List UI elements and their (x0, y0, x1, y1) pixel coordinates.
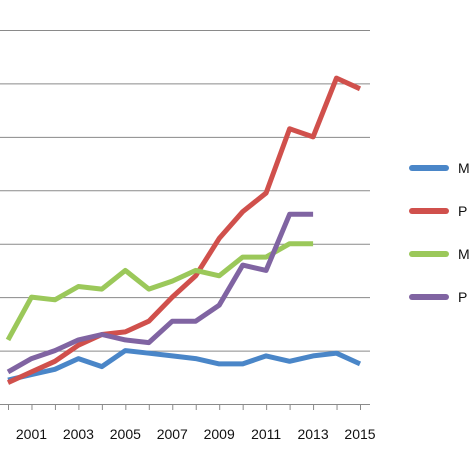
legend-label-3: M (458, 246, 470, 262)
legend-label-2: P (458, 203, 467, 219)
series-lines (5, 75, 362, 385)
gridlines (0, 30, 370, 352)
x-tick-label: 2009 (204, 426, 235, 442)
x-tick-label: 2007 (157, 426, 188, 442)
series-line-2 (6, 75, 362, 385)
series-line-4 (6, 211, 314, 375)
x-axis-ticks (8, 404, 361, 410)
legend-label-4: P (458, 289, 467, 305)
series-line-3 (5, 241, 314, 342)
x-tick-label: 2003 (63, 426, 94, 442)
series-line-1 (7, 348, 362, 383)
legend-label-1: M (458, 160, 470, 176)
x-tick-label: 2011 (251, 426, 281, 442)
legend: M P M P (409, 160, 470, 305)
x-tick-label: 2013 (297, 426, 328, 442)
x-tick-label: 2001 (16, 426, 47, 442)
x-tick-label: 2005 (110, 426, 141, 442)
x-tick-label: 2015 (344, 426, 375, 442)
x-axis-tick-labels: 2001 2003 2005 2007 2009 2011 2013 2015 (16, 426, 376, 442)
